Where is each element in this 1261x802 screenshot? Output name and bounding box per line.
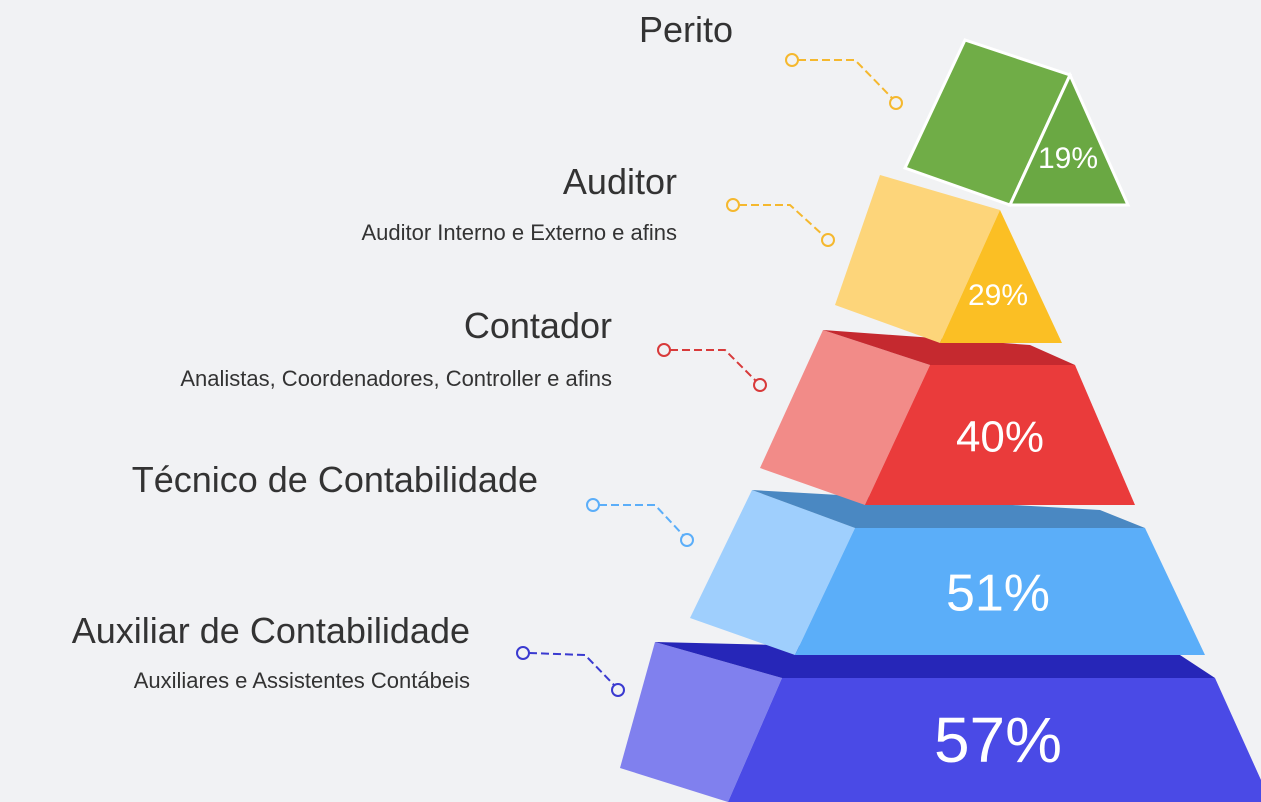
block-front <box>728 678 1261 802</box>
level-4: 51% <box>690 490 1205 655</box>
block-front <box>1007 71 1131 207</box>
level-title: Contador <box>464 305 612 346</box>
percent: 57% <box>934 704 1062 776</box>
level-subtitle: Analistas, Coordenadores, Controller e a… <box>180 366 612 391</box>
level-subtitle: Auxiliares e Assistentes Contábeis <box>134 668 470 693</box>
level-1: 19% <box>902 38 1131 207</box>
block-top <box>823 330 1075 365</box>
percent: 29% <box>968 279 1028 312</box>
block-side <box>760 330 930 505</box>
level-title: Técnico de Contabilidade <box>132 459 538 500</box>
level-subtitle: Auditor Interno e Externo e afins <box>361 220 677 245</box>
connector <box>726 198 835 247</box>
block-front <box>940 210 1062 343</box>
level-3: 40% <box>760 330 1135 505</box>
level-title: Auditor <box>563 161 677 202</box>
connector <box>657 343 767 392</box>
block-side <box>835 175 1000 343</box>
connector <box>586 498 694 547</box>
block-side <box>620 642 782 802</box>
level-5: 57% <box>620 642 1261 802</box>
block-side <box>690 490 855 655</box>
connector <box>785 53 903 110</box>
percent: 40% <box>956 413 1044 462</box>
block-front <box>865 365 1135 505</box>
percent: 51% <box>946 565 1050 623</box>
level-2: 29% <box>835 175 1062 343</box>
level-title: Perito <box>639 9 733 50</box>
block-front <box>795 528 1205 655</box>
level-title: Auxiliar de Contabilidade <box>72 610 470 651</box>
percent: 19% <box>1038 142 1098 175</box>
connector <box>516 646 625 697</box>
